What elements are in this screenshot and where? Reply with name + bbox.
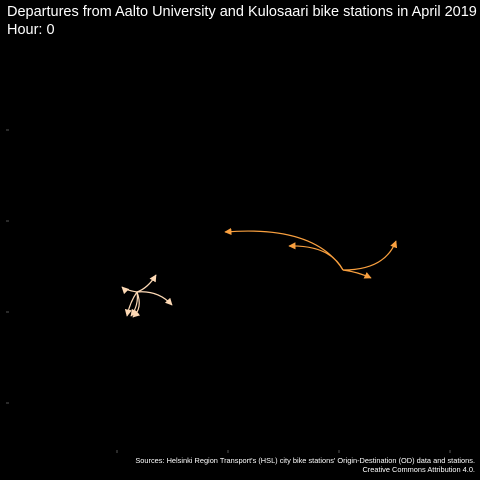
flow-arrow bbox=[224, 227, 344, 271]
kulosaari-flows bbox=[224, 227, 398, 279]
flow-arrow bbox=[132, 291, 141, 318]
flow-arrow bbox=[136, 274, 157, 293]
flow-arrow bbox=[136, 291, 173, 306]
sources-caption: Sources: Helsinki Region Transport's (HS… bbox=[135, 456, 475, 474]
axis-ticks bbox=[6, 129, 451, 453]
flow-arrow bbox=[342, 269, 372, 279]
map-title: Departures from Aalto University and Kul… bbox=[7, 4, 477, 20]
hour-label: Hour: 0 bbox=[7, 22, 55, 38]
aalto-university-flows bbox=[121, 274, 173, 318]
flow-arrow bbox=[124, 291, 138, 317]
sources-line: Sources: Helsinki Region Transport's (HS… bbox=[135, 456, 475, 465]
flow-arrow bbox=[342, 240, 398, 271]
license-line: Creative Commons Attribution 4.0. bbox=[362, 465, 475, 474]
flow-arrow bbox=[121, 286, 138, 295]
flow-arrow bbox=[288, 242, 344, 271]
